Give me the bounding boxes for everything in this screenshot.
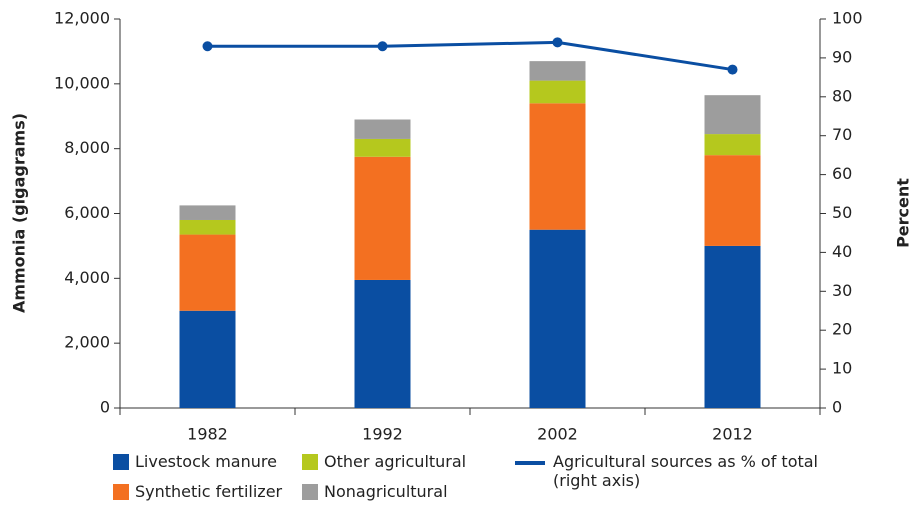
y-tick-label: 2,000 xyxy=(64,333,110,352)
x-tick-label: 1992 xyxy=(362,425,403,444)
legend-label: Nonagricultural xyxy=(324,482,448,501)
legend-swatch xyxy=(302,454,318,470)
legend-item: Nonagricultural xyxy=(302,482,448,501)
bar-segment xyxy=(529,229,586,408)
y2-tick-label: 80 xyxy=(832,86,852,105)
bar-segment xyxy=(354,279,411,408)
line-point xyxy=(727,64,738,75)
legend-label: Synthetic fertilizer xyxy=(135,482,283,501)
bar-segment xyxy=(529,80,586,104)
y2-tick-label: 10 xyxy=(832,359,852,378)
y2-axis-title: Percent xyxy=(894,178,913,248)
y-tick-label: 12,000 xyxy=(54,9,110,28)
legend-swatch xyxy=(515,461,545,465)
bar-segment xyxy=(179,205,236,220)
line-point xyxy=(552,37,563,48)
y2-tick-label: 100 xyxy=(832,9,863,28)
bar-segment xyxy=(179,310,236,408)
x-tick-label: 2002 xyxy=(537,425,578,444)
legend-item: Other agricultural xyxy=(302,452,466,471)
y2-tick-label: 50 xyxy=(832,203,852,222)
y2-tick-label: 30 xyxy=(832,281,852,300)
y2-tick-label: 60 xyxy=(832,164,852,183)
legend-swatch xyxy=(302,484,318,500)
y-axis-title: Ammonia (gigagrams) xyxy=(10,113,29,313)
bar-segment xyxy=(354,138,411,157)
bar-segment xyxy=(704,245,761,408)
bar-segment xyxy=(179,234,236,311)
line-point xyxy=(377,41,388,52)
x-tick-label: 1982 xyxy=(187,425,228,444)
bar-segment xyxy=(354,119,411,139)
y2-tick-label: 70 xyxy=(832,125,852,144)
legend-swatch xyxy=(113,454,129,470)
bar-segment xyxy=(704,95,761,135)
y-tick-label: 8,000 xyxy=(64,138,110,157)
legend-label: Livestock manure xyxy=(135,452,277,471)
y2-tick-label: 0 xyxy=(832,398,842,417)
y-tick-label: 6,000 xyxy=(64,203,110,222)
legend-label: Agricultural sources as % of total (righ… xyxy=(553,452,818,490)
legend-item: Livestock manure xyxy=(113,452,277,471)
legend-item: Synthetic fertilizer xyxy=(113,482,282,501)
y-tick-label: 0 xyxy=(100,398,110,417)
bar-segment xyxy=(529,61,586,81)
bar-segment xyxy=(354,156,411,280)
legend-label: Other agricultural xyxy=(324,452,467,471)
y-tick-label: 4,000 xyxy=(64,268,110,287)
line-point xyxy=(202,41,213,52)
line xyxy=(207,40,733,72)
bar-segment xyxy=(179,219,236,235)
bar-segment xyxy=(529,103,586,230)
legend-item: Agricultural sources as % of total (righ… xyxy=(515,452,835,490)
legend-swatch xyxy=(113,484,129,500)
bar-segment xyxy=(704,134,761,156)
y2-tick-label: 40 xyxy=(832,242,852,261)
bar-segment xyxy=(704,155,761,246)
y-tick-label: 10,000 xyxy=(54,73,110,92)
y2-tick-label: 90 xyxy=(832,47,852,66)
x-tick-label: 2012 xyxy=(712,425,753,444)
y2-tick-label: 20 xyxy=(832,320,852,339)
